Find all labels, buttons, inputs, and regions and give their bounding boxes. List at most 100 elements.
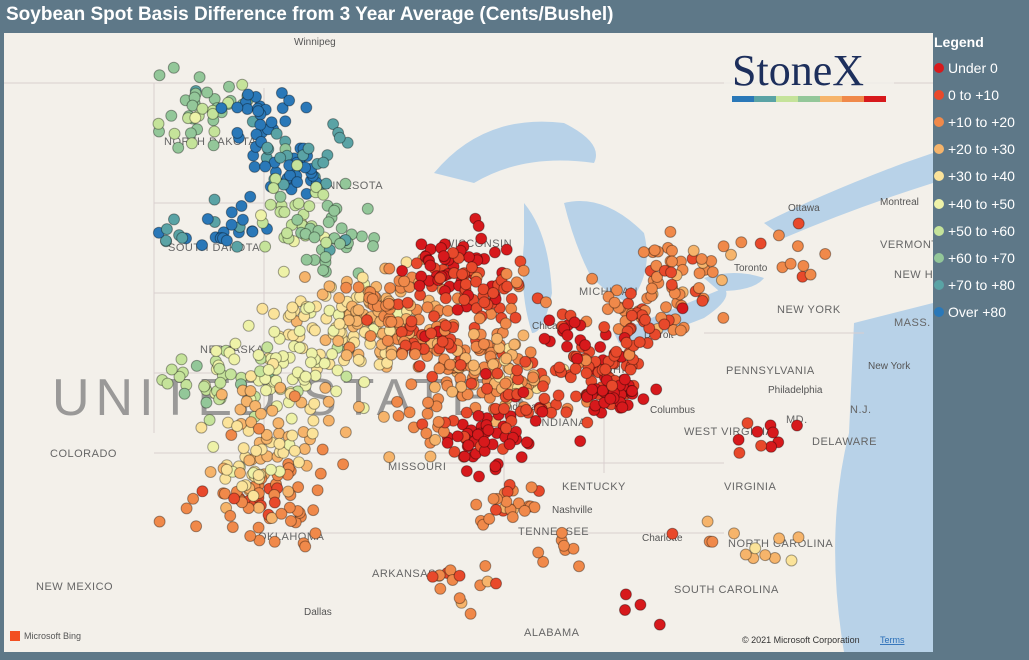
marker[interactable] — [303, 301, 316, 314]
marker[interactable] — [244, 530, 257, 542]
marker[interactable] — [242, 88, 254, 101]
marker[interactable] — [228, 353, 241, 366]
marker[interactable] — [308, 231, 321, 244]
marker[interactable] — [598, 321, 611, 333]
marker[interactable] — [327, 118, 340, 131]
marker[interactable] — [267, 307, 280, 320]
marker[interactable] — [478, 296, 491, 309]
marker[interactable] — [511, 364, 524, 377]
marker[interactable] — [560, 406, 573, 419]
marker[interactable] — [725, 248, 737, 261]
legend-item[interactable]: +30 to +40 — [934, 163, 1029, 190]
marker[interactable] — [355, 230, 368, 243]
marker[interactable] — [648, 244, 661, 257]
marker[interactable] — [458, 293, 471, 306]
marker[interactable] — [666, 255, 678, 268]
marker[interactable] — [277, 265, 290, 278]
marker[interactable] — [252, 501, 265, 514]
marker[interactable] — [561, 329, 574, 342]
marker[interactable] — [741, 417, 754, 430]
marker[interactable] — [306, 427, 319, 440]
marker[interactable] — [298, 271, 311, 283]
marker[interactable] — [676, 302, 689, 315]
marker[interactable] — [464, 607, 477, 620]
marker[interactable] — [755, 439, 768, 452]
marker[interactable] — [201, 213, 214, 225]
marker[interactable] — [458, 450, 471, 463]
marker[interactable] — [322, 216, 335, 229]
marker[interactable] — [226, 521, 239, 534]
legend-item[interactable]: 0 to +10 — [934, 81, 1029, 108]
marker[interactable] — [717, 240, 730, 253]
marker[interactable] — [196, 485, 209, 498]
marker[interactable] — [175, 353, 188, 366]
marker[interactable] — [225, 429, 238, 441]
marker[interactable] — [540, 296, 552, 309]
marker[interactable] — [819, 248, 832, 260]
marker[interactable] — [398, 275, 411, 288]
marker[interactable] — [242, 319, 255, 332]
marker[interactable] — [570, 390, 582, 403]
marker[interactable] — [168, 213, 180, 226]
marker[interactable] — [286, 301, 299, 314]
marker[interactable] — [215, 102, 228, 115]
marker[interactable] — [208, 193, 221, 206]
marker[interactable] — [532, 546, 545, 559]
marker[interactable] — [465, 377, 478, 390]
marker[interactable] — [477, 283, 490, 296]
marker[interactable] — [608, 296, 621, 309]
marker[interactable] — [279, 115, 292, 128]
marker[interactable] — [273, 437, 286, 450]
marker[interactable] — [520, 403, 533, 416]
marker[interactable] — [610, 345, 623, 358]
marker[interactable] — [153, 69, 166, 82]
marker[interactable] — [428, 310, 440, 323]
marker[interactable] — [421, 407, 434, 420]
marker[interactable] — [439, 292, 452, 305]
marker[interactable] — [483, 512, 496, 525]
marker[interactable] — [498, 402, 510, 415]
marker[interactable] — [254, 118, 267, 131]
marker[interactable] — [341, 136, 354, 149]
marker[interactable] — [270, 127, 283, 140]
marker[interactable] — [489, 503, 502, 516]
marker[interactable] — [281, 227, 293, 240]
marker[interactable] — [413, 279, 426, 292]
marker[interactable] — [479, 560, 492, 572]
marker[interactable] — [339, 426, 352, 439]
marker[interactable] — [637, 393, 650, 406]
marker[interactable] — [462, 439, 475, 452]
marker[interactable] — [456, 268, 469, 281]
marker[interactable] — [196, 102, 209, 115]
marker[interactable] — [244, 190, 257, 203]
marker[interactable] — [385, 315, 398, 328]
marker[interactable] — [252, 469, 265, 482]
marker[interactable] — [478, 435, 491, 448]
marker[interactable] — [422, 396, 434, 409]
marker[interactable] — [206, 107, 219, 120]
marker[interactable] — [537, 555, 550, 568]
marker[interactable] — [538, 392, 551, 405]
marker[interactable] — [426, 570, 439, 583]
marker[interactable] — [340, 281, 353, 294]
marker[interactable] — [260, 384, 272, 397]
marker[interactable] — [666, 527, 679, 540]
marker[interactable] — [581, 416, 594, 429]
marker[interactable] — [482, 424, 495, 437]
marker[interactable] — [687, 244, 700, 257]
marker[interactable] — [491, 367, 504, 380]
marker[interactable] — [195, 421, 208, 434]
marker[interactable] — [525, 481, 538, 494]
marker[interactable] — [220, 234, 233, 247]
marker[interactable] — [517, 329, 530, 342]
marker[interactable] — [515, 451, 528, 464]
marker[interactable] — [434, 582, 447, 595]
marker[interactable] — [473, 312, 486, 325]
marker[interactable] — [735, 236, 748, 249]
marker[interactable] — [165, 109, 178, 122]
marker[interactable] — [328, 204, 341, 217]
marker[interactable] — [381, 334, 394, 347]
marker[interactable] — [557, 539, 570, 552]
legend-item[interactable]: +40 to +50 — [934, 190, 1029, 217]
marker[interactable] — [499, 317, 512, 330]
